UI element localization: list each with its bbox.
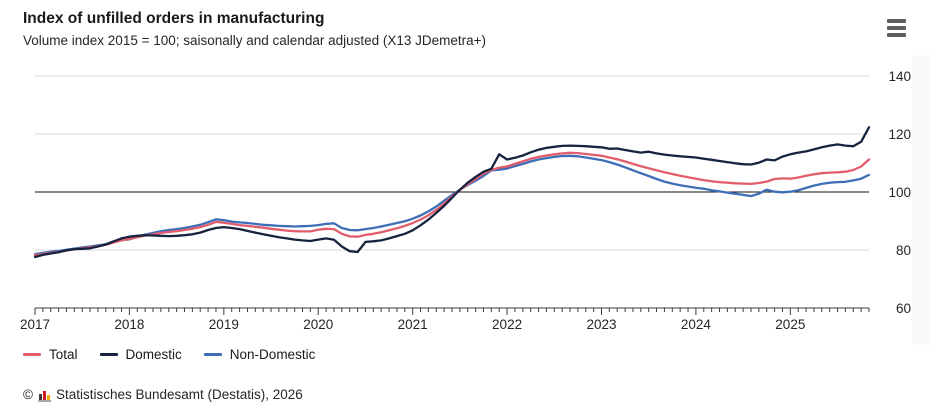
series-line-domestic xyxy=(33,126,871,259)
series-line-total xyxy=(33,151,871,257)
hamburger-icon xyxy=(887,19,906,23)
legend-label-domestic: Domestic xyxy=(125,347,182,362)
chart-subtitle: Volume index 2015 = 100; saisonally and … xyxy=(23,33,487,48)
legend-item-domestic[interactable]: Domestic xyxy=(99,347,182,362)
x-year-label: 2018 xyxy=(114,317,144,332)
x-year-label: 2022 xyxy=(492,317,522,332)
chart-title: Index of unfilled orders in manufacturin… xyxy=(23,10,325,27)
legend-item-non-domestic[interactable]: Non-Domestic xyxy=(203,347,316,362)
y-tick-label: 80 xyxy=(896,243,911,258)
legend-label-total: Total xyxy=(49,347,78,362)
x-year-label: 2017 xyxy=(20,317,50,332)
hamburger-icon xyxy=(887,33,906,37)
copyright-symbol: © xyxy=(23,387,33,402)
right-gutter xyxy=(912,55,931,345)
x-year-label: 2019 xyxy=(209,317,239,332)
total-line-swatch-icon xyxy=(23,353,41,356)
menu-button[interactable] xyxy=(887,19,907,37)
source-note: © Statistisches Bundesamt (Destatis), 20… xyxy=(23,387,303,402)
destatis-bars-icon xyxy=(37,388,51,402)
x-year-label: 2025 xyxy=(775,317,805,332)
y-tick-label: 100 xyxy=(888,185,911,200)
x-year-label: 2024 xyxy=(681,317,712,332)
series-line-non-domestic xyxy=(33,154,871,256)
legend-label-non-domestic: Non-Domestic xyxy=(229,347,316,362)
source-text: Statistisches Bundesamt (Destatis), 2026 xyxy=(55,387,303,402)
hamburger-icon xyxy=(887,26,906,30)
legend-item-total[interactable]: Total xyxy=(23,347,78,362)
y-tick-label: 120 xyxy=(888,127,911,142)
y-tick-label: 60 xyxy=(896,301,911,316)
non-domestic-line-swatch-icon xyxy=(203,353,222,356)
legend: Total Domestic Non-Domestic xyxy=(23,347,315,362)
y-tick-label: 140 xyxy=(888,69,911,84)
x-year-label: 2023 xyxy=(586,317,616,332)
domestic-line-swatch-icon xyxy=(99,353,118,356)
x-year-label: 2021 xyxy=(398,317,428,332)
x-year-label: 2020 xyxy=(303,317,333,332)
chart-plot-area[interactable]: 140 120 100 80 60 2017 2018 2019 2020 2021 2022 202… xyxy=(0,55,931,345)
